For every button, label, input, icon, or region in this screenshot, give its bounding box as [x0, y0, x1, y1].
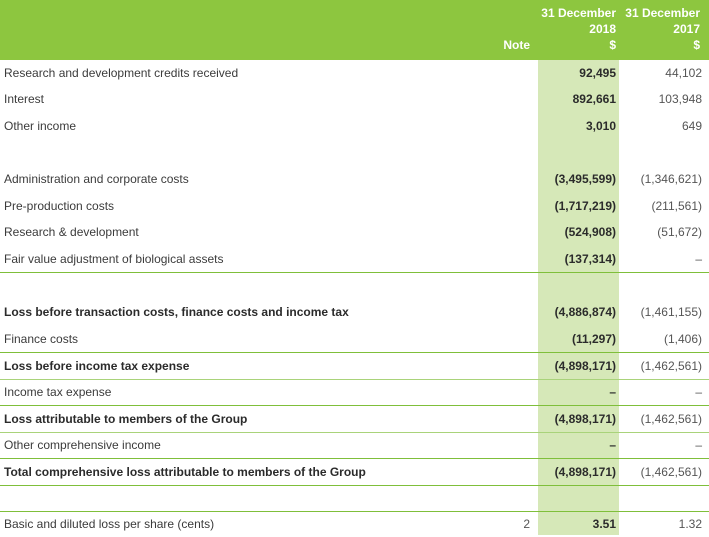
- note-reference: 2: [523, 517, 530, 531]
- table-row: Other comprehensive income – –: [0, 432, 709, 458]
- value-2017: (51,672): [657, 225, 702, 239]
- note-column-header: Note: [470, 37, 530, 53]
- column-2018-unit: $: [609, 38, 616, 52]
- row-label: Other comprehensive income: [4, 438, 161, 452]
- value-2018: (3,495,599): [554, 172, 616, 186]
- row-label: Fair value adjustment of biological asse…: [4, 252, 224, 266]
- value-2017: –: [695, 252, 702, 266]
- column-header-2017: 31 December 2017 $: [620, 5, 700, 53]
- column-2018-date: 31 December: [541, 6, 616, 20]
- row-divider: [0, 405, 709, 406]
- row-label: Basic and diluted loss per share (cents): [4, 517, 215, 531]
- column-2017-year: 2017: [673, 22, 700, 36]
- row-divider: [0, 432, 709, 433]
- value-2017: 103,948: [658, 92, 702, 106]
- current-year-column-highlight: [538, 60, 619, 535]
- value-2018: (1,717,219): [554, 199, 616, 213]
- row-divider: [0, 379, 709, 380]
- value-2017: (1,346,621): [640, 172, 702, 186]
- table-row: Basic and diluted loss per share (cents)…: [0, 511, 709, 537]
- value-2017: 44,102: [665, 66, 702, 80]
- row-label: Administration and corporate costs: [4, 172, 189, 186]
- table-header: [0, 0, 709, 60]
- row-divider: [0, 458, 709, 459]
- value-2018: (524,908): [564, 225, 616, 239]
- value-2017: (1,462,561): [640, 412, 702, 426]
- value-2017: (211,561): [651, 199, 702, 213]
- row-divider: [0, 352, 709, 353]
- value-2018: (137,314): [564, 252, 616, 266]
- table-row: Interest 892,661 103,948: [0, 86, 709, 112]
- value-2017: –: [695, 385, 702, 399]
- value-2017: (1,462,561): [640, 465, 702, 479]
- value-2017: (1,462,561): [640, 359, 702, 373]
- row-label: Research and development credits receive…: [4, 66, 239, 80]
- row-label: Interest: [4, 92, 45, 106]
- value-2017: 649: [681, 119, 702, 133]
- table-row: Loss before transaction costs, finance c…: [0, 299, 709, 325]
- value-2018: 92,495: [579, 66, 616, 80]
- value-2018: –: [609, 438, 616, 452]
- row-label: Total comprehensive loss attributable to…: [4, 465, 366, 479]
- row-label: Loss before transaction costs, finance c…: [4, 305, 349, 319]
- value-2017: 1.32: [678, 517, 702, 531]
- value-2018: (11,297): [571, 332, 616, 346]
- value-2018: 892,661: [572, 92, 616, 106]
- table-row: Fair value adjustment of biological asse…: [0, 246, 709, 272]
- table-row: Loss before income tax expense (4,898,17…: [0, 353, 709, 379]
- table-row: Administration and corporate costs (3,49…: [0, 166, 709, 192]
- row-label: Loss before income tax expense: [4, 359, 190, 373]
- value-2018: (4,886,874): [554, 305, 616, 319]
- table-row: Total comprehensive loss attributable to…: [0, 459, 709, 485]
- table-row: Pre-production costs (1,717,219) (211,56…: [0, 193, 709, 219]
- value-2018: (4,898,171): [554, 359, 616, 373]
- value-2018: 3.51: [592, 517, 616, 531]
- column-2017-unit: $: [693, 38, 700, 52]
- value-2017: –: [695, 438, 702, 452]
- column-2017-date: 31 December: [625, 6, 700, 20]
- table-row: Research and development credits receive…: [0, 60, 709, 86]
- row-divider: [0, 485, 709, 486]
- value-2017: (1,461,155): [640, 305, 702, 319]
- row-label: Loss attributable to members of the Grou…: [4, 412, 248, 426]
- column-header-2018: 31 December 2018 $: [535, 5, 616, 53]
- row-label: Research & development: [4, 225, 139, 239]
- table-row: Loss attributable to members of the Grou…: [0, 406, 709, 432]
- column-2018-year: 2018: [589, 22, 616, 36]
- row-divider: [0, 511, 709, 512]
- table-row: Research & development (524,908) (51,672…: [0, 219, 709, 245]
- table-row: Other income 3,010 649: [0, 113, 709, 139]
- row-label: Finance costs: [4, 332, 79, 346]
- note-column-label: Note: [503, 38, 530, 52]
- row-label: Pre-production costs: [4, 199, 115, 213]
- row-label: Income tax expense: [4, 385, 112, 399]
- value-2018: –: [609, 385, 616, 399]
- value-2018: (4,898,171): [554, 412, 616, 426]
- value-2017: (1,406): [663, 332, 702, 346]
- value-2018: 3,010: [585, 119, 616, 133]
- subtotal-divider: [0, 272, 709, 273]
- value-2018: (4,898,171): [554, 465, 616, 479]
- row-label: Other income: [4, 119, 77, 133]
- table-row: Finance costs (11,297) (1,406): [0, 326, 709, 352]
- table-row: Income tax expense – –: [0, 379, 709, 405]
